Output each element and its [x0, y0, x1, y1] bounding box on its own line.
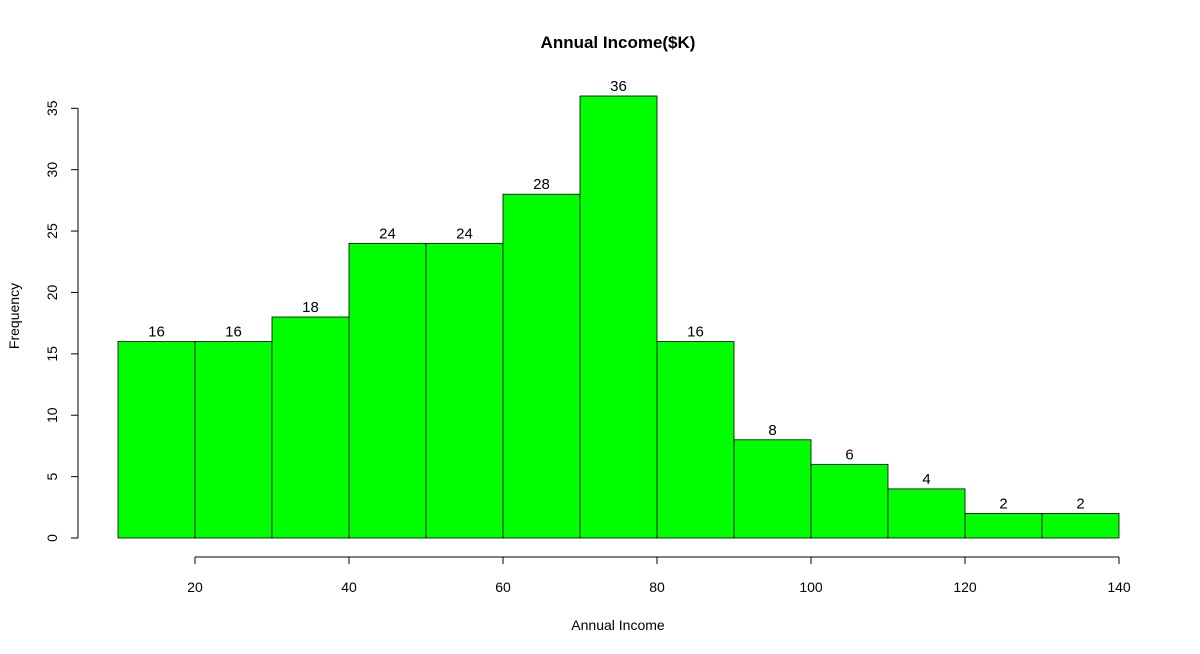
y-tick-label: 15 [44, 346, 60, 362]
x-axis-label: Annual Income [571, 617, 665, 633]
bar-value-label: 8 [768, 422, 776, 439]
histogram-bar [271, 316, 350, 539]
bar-value-label: 18 [302, 299, 319, 316]
histogram-bar [348, 242, 427, 539]
x-tick-label: 140 [1107, 579, 1131, 595]
y-tick-label: 35 [44, 100, 60, 116]
bars-group [117, 95, 1120, 539]
data-labels-group: 16 16 18 24 24 28 36 16 8 6 4 2 2 [148, 78, 1085, 512]
y-axis: 0 5 10 15 20 25 30 35 [44, 100, 79, 542]
histogram-bar [733, 439, 812, 539]
y-tick-label: 10 [44, 407, 60, 423]
x-tick-label: 40 [341, 579, 357, 595]
histogram-bar [1041, 513, 1120, 539]
histogram-bar [502, 193, 581, 539]
y-tick-label: 20 [44, 284, 60, 300]
histogram-bar [117, 341, 196, 539]
histogram-bar [810, 463, 889, 539]
y-tick-label: 0 [44, 534, 60, 542]
bar-value-label: 36 [610, 78, 627, 95]
bar-value-label: 28 [533, 176, 550, 193]
histogram-bar [425, 242, 504, 539]
histogram-bar [887, 488, 966, 539]
histogram-bar [656, 341, 735, 539]
histogram-bar [579, 95, 658, 539]
x-axis: 20 40 60 80 100 120 140 [187, 556, 1131, 595]
bar-value-label: 2 [999, 495, 1007, 512]
histogram-bar [194, 341, 273, 539]
y-tick-label: 5 [44, 473, 60, 481]
x-tick-label: 120 [953, 579, 977, 595]
bar-value-label: 16 [225, 324, 242, 341]
bar-value-label: 2 [1076, 495, 1084, 512]
x-tick-label: 20 [187, 579, 203, 595]
histogram-bar [964, 513, 1043, 539]
bar-value-label: 4 [922, 471, 930, 488]
x-tick-label: 60 [495, 579, 511, 595]
chart-title: Annual Income($K) [541, 33, 696, 52]
bar-value-label: 6 [845, 446, 853, 463]
x-tick-label: 80 [649, 579, 665, 595]
bar-value-label: 24 [456, 225, 473, 242]
bar-value-label: 24 [379, 225, 396, 242]
y-tick-label: 30 [44, 162, 60, 178]
y-axis-label: Frequency [6, 283, 22, 349]
y-tick-label: 25 [44, 223, 60, 239]
x-tick-label: 100 [799, 579, 823, 595]
bar-value-label: 16 [687, 324, 704, 341]
bar-value-label: 16 [148, 324, 165, 341]
